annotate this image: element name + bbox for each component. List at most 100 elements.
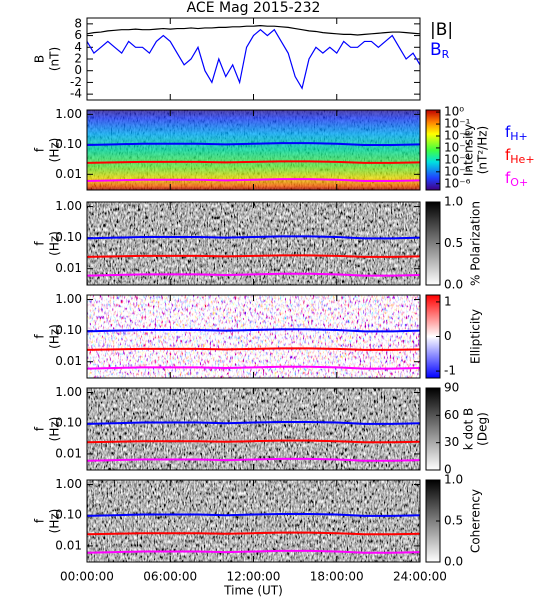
colorbar-tick-label: 0 (444, 463, 452, 477)
colorbar-tick-label: 10⁻¹ (444, 117, 471, 131)
colorbar-tick-label: 10⁻² (444, 128, 471, 142)
plot-frame (86, 387, 421, 471)
colorbar-tick-label: 30 (444, 435, 459, 449)
y-axis-label: B (33, 55, 47, 63)
y-tick-label: 1.00 (55, 385, 82, 399)
spectrogram (87, 388, 420, 470)
colorbar-tick-label: 0.0 (444, 278, 463, 292)
series-line (87, 420, 420, 425)
y-tick-label: 0 (74, 63, 82, 77)
plot-frame (86, 479, 421, 563)
y-tick-label: 1.00 (55, 199, 82, 213)
legend-name: |B| (430, 20, 453, 40)
y-tick-label: 2 (74, 52, 82, 66)
y-axis-label: f (33, 426, 47, 431)
series-line (87, 439, 420, 444)
series-line (87, 272, 420, 277)
colorbar-tick-label: 90 (444, 381, 459, 395)
y-axis-label: f (33, 241, 47, 246)
series-line (87, 178, 420, 182)
y-tick-label: 8 (74, 16, 82, 30)
x-tick-label: 00:00:00 (60, 570, 114, 584)
colorbar-label: k dot B (462, 408, 476, 450)
plot-frame (86, 294, 421, 379)
colorbar-tick-label: 0.0 (444, 555, 463, 569)
colorbar-tick-label: -1 (444, 364, 456, 378)
colorbar-tick-label: 10⁻³ (444, 140, 471, 154)
y-axis-label: (Hz) (48, 417, 62, 442)
y-axis-label: f (33, 147, 47, 152)
legend-entry: BR (430, 40, 450, 61)
colorbar-tick-label: 1.0 (444, 195, 463, 209)
legend-name: f (505, 146, 511, 164)
plot-frame (86, 17, 421, 101)
colorbar-tick-label: 0 (444, 329, 452, 343)
colorbar-tick-label: 0.5 (444, 236, 463, 250)
colorbar-tick-label: 0.5 (444, 514, 463, 528)
series-line (87, 328, 420, 333)
colorbar-label: Coherency (469, 489, 483, 553)
spectrogram (87, 295, 420, 378)
series-line (87, 457, 420, 462)
y-axis-label: f (33, 334, 47, 339)
spectrogram (87, 202, 420, 285)
y-tick-label: -4 (70, 87, 82, 101)
y-tick-label: 0.10 (55, 323, 82, 337)
y-tick-label: 0.01 (55, 354, 82, 368)
x-axis-label: Time (UT) (223, 584, 283, 598)
legend-subscript: He+ (510, 153, 534, 166)
colorbar-tick-label: 10⁻⁴ (444, 152, 471, 166)
series-line (87, 512, 420, 517)
colorbar-tick-label: 10⁻⁶ (444, 176, 471, 190)
legend-entry: fHe+ (505, 146, 535, 167)
spectrogram-texture (87, 110, 420, 190)
y-axis-label: f (33, 518, 47, 523)
plot-frame (86, 109, 421, 191)
chart-title: ACE Mag 2015-232 (187, 0, 321, 16)
y-axis-label: (Hz) (48, 509, 62, 534)
series-line (87, 347, 420, 351)
series-line (87, 365, 420, 370)
colorbar-tick-label: 1 (444, 294, 452, 308)
y-tick-label: 0.01 (55, 538, 82, 552)
series-line (87, 549, 420, 554)
series-line (87, 160, 420, 164)
legend-entry: fO+ (505, 169, 528, 190)
y-tick-label: 0.10 (55, 416, 82, 430)
y-tick-label: -2 (70, 75, 82, 89)
colorbar-label: Ellipticity (469, 309, 483, 364)
y-tick-label: 0.01 (55, 261, 82, 275)
y-tick-label: 1.00 (55, 107, 82, 121)
y-tick-label: 6 (74, 28, 82, 42)
legend-subscript: O+ (510, 176, 528, 189)
y-tick-label: 1.00 (55, 292, 82, 306)
series-line (87, 28, 420, 90)
x-tick-label: 24:00:00 (393, 570, 447, 584)
legend-entry: |B| (430, 20, 453, 40)
legend-name: f (505, 169, 511, 187)
y-tick-label: 1.00 (55, 477, 82, 491)
y-axis-label: (Hz) (48, 138, 62, 163)
y-axis-label: (nT) (48, 47, 62, 71)
legend-subscript: R (442, 48, 450, 61)
colorbar-tick-label: 60 (444, 408, 459, 422)
colorbar-label: (Deg) (476, 412, 490, 446)
colorbar-tick-label: 10⁻⁵ (444, 164, 471, 178)
series-line (87, 25, 420, 36)
x-tick-label: 18:00:00 (310, 570, 364, 584)
y-tick-label: 4 (74, 40, 82, 54)
y-axis-label: (Hz) (48, 324, 62, 349)
legend-entry: fH+ (505, 123, 528, 144)
series-line (87, 142, 420, 147)
y-axis-label: (Hz) (48, 231, 62, 256)
legend-name: B (430, 40, 442, 60)
series-line (87, 235, 420, 240)
y-tick-label: 0.01 (55, 446, 82, 460)
y-tick-label: 0.10 (55, 508, 82, 522)
series-line (87, 254, 420, 258)
colorbar (425, 387, 441, 471)
y-tick-label: 0.10 (55, 137, 82, 151)
colorbar (425, 109, 441, 191)
legend-subscript: H+ (510, 130, 528, 143)
